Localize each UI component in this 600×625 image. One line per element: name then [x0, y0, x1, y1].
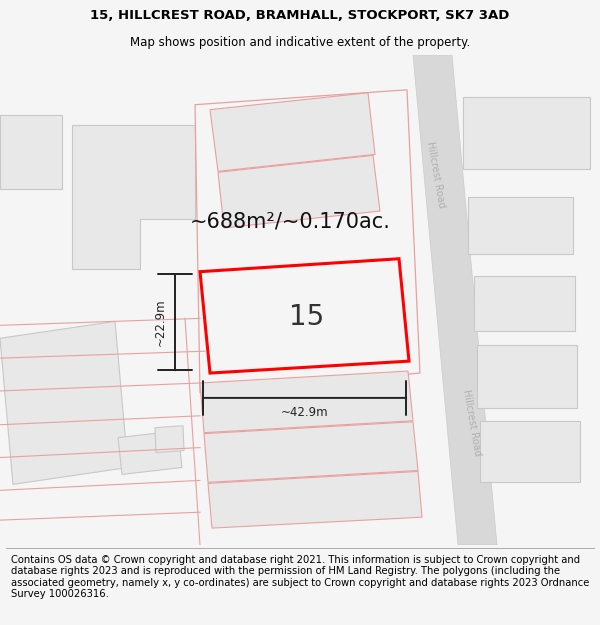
Text: 15: 15 — [289, 303, 325, 331]
Polygon shape — [72, 124, 195, 269]
Polygon shape — [118, 431, 182, 474]
Polygon shape — [155, 426, 184, 452]
Polygon shape — [210, 92, 375, 171]
Polygon shape — [208, 471, 422, 528]
Text: ~688m²/~0.170ac.: ~688m²/~0.170ac. — [190, 212, 391, 232]
Text: Contains OS data © Crown copyright and database right 2021. This information is : Contains OS data © Crown copyright and d… — [11, 554, 589, 599]
Text: Hillcrest Road: Hillcrest Road — [461, 389, 483, 457]
Polygon shape — [204, 422, 418, 482]
Polygon shape — [0, 321, 128, 484]
Text: ~42.9m: ~42.9m — [281, 406, 328, 419]
Polygon shape — [480, 421, 580, 482]
Polygon shape — [200, 371, 413, 432]
Polygon shape — [474, 276, 575, 331]
Polygon shape — [477, 345, 577, 408]
Polygon shape — [218, 156, 380, 228]
Polygon shape — [0, 114, 62, 189]
Polygon shape — [468, 197, 573, 254]
Text: 15, HILLCREST ROAD, BRAMHALL, STOCKPORT, SK7 3AD: 15, HILLCREST ROAD, BRAMHALL, STOCKPORT,… — [91, 9, 509, 22]
Text: Hillcrest Road: Hillcrest Road — [425, 140, 447, 208]
Text: Map shows position and indicative extent of the property.: Map shows position and indicative extent… — [130, 36, 470, 49]
Polygon shape — [413, 55, 497, 545]
Text: ~22.9m: ~22.9m — [154, 299, 167, 346]
Polygon shape — [463, 97, 590, 169]
Polygon shape — [200, 259, 409, 373]
